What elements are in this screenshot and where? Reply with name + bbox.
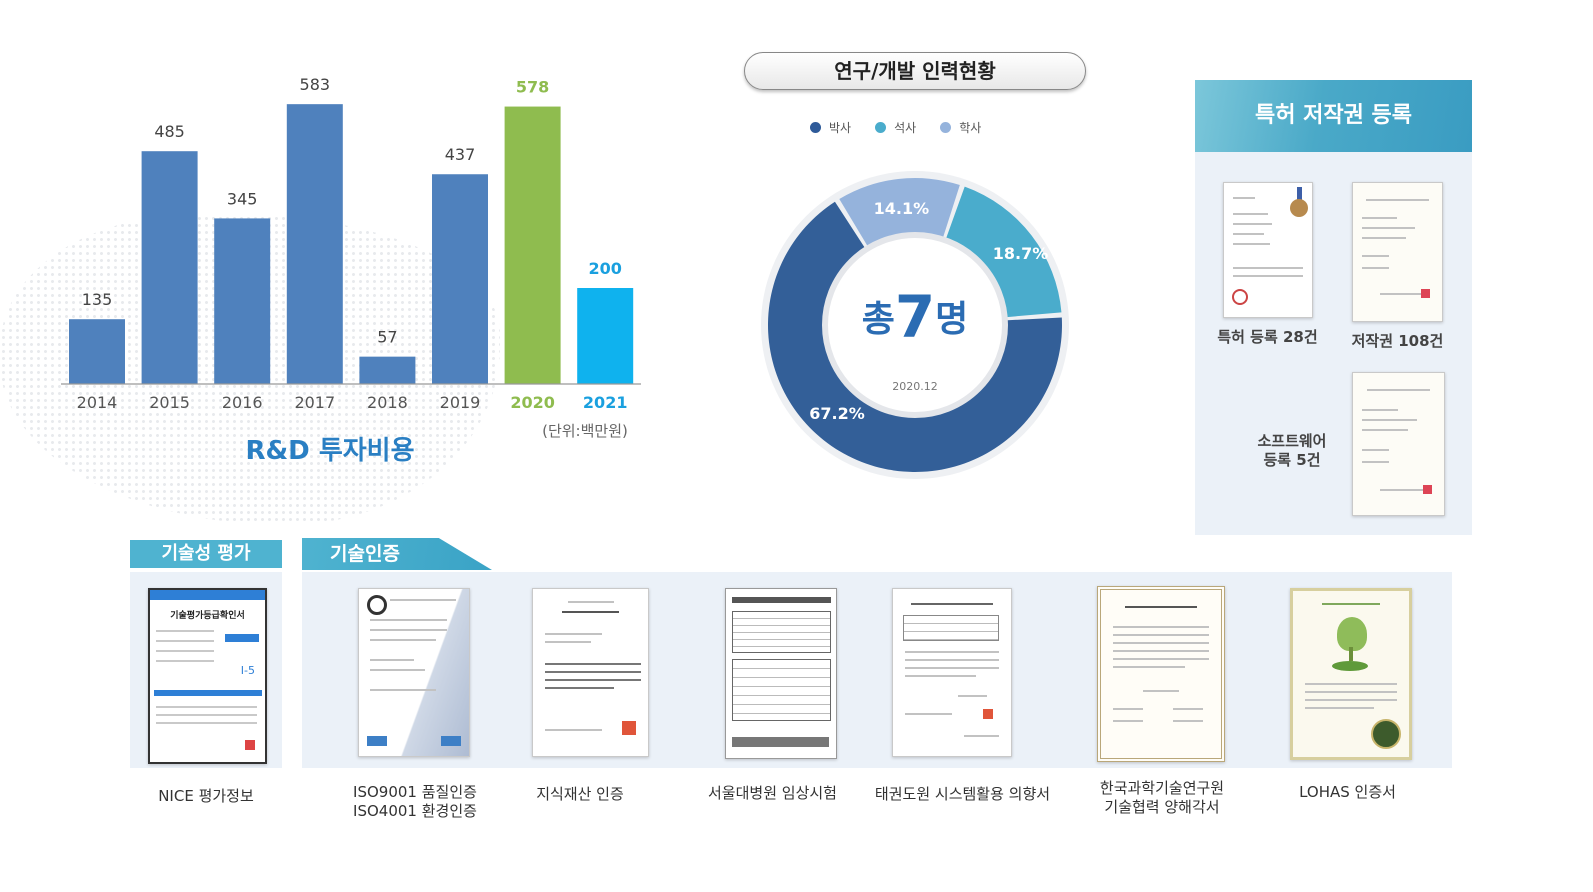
rnd-staff-donut-chart: 14.1% 18.7% 67.2%	[761, 171, 1069, 479]
legend-item-master: 석사	[875, 116, 916, 138]
snuh-label: 서울대병원 임상시험	[695, 784, 850, 803]
iso-label: ISO9001 품질인증 ISO4001 환경인증	[340, 783, 490, 821]
donut-date: 2020.12	[892, 380, 938, 393]
x-tick-label: 2019	[440, 393, 481, 412]
lohas-label-text: LOHAS 인증서	[1299, 783, 1396, 801]
tech-cert-tab: 기술인증	[302, 538, 492, 570]
donut-total-count: 총7명	[830, 283, 1000, 351]
legend-label: 박사	[829, 120, 852, 135]
bar-2018	[359, 356, 416, 384]
rd-unit-note: (단위:백만원)	[542, 422, 628, 440]
software-count-label: 소프트웨어 등록 5건	[1232, 432, 1352, 470]
donut-slice-label: 18.7%	[993, 244, 1049, 263]
x-tick-label: 2017	[294, 393, 335, 412]
rd-investment-title: R&D 투자비용	[245, 436, 415, 466]
nice-evaluation-label: NICE 평가정보	[130, 787, 282, 806]
kist-label-line1: 한국과학기술연구원	[1099, 779, 1225, 797]
tech-cert-panel	[302, 572, 1452, 768]
software-certificate-image	[1352, 372, 1445, 516]
lohas-label: LOHAS 인증서	[1275, 783, 1420, 802]
legend-item-bachelor: 학사	[940, 116, 981, 138]
donut-slice-학사	[839, 178, 960, 250]
bar-value-label: 135	[82, 290, 113, 309]
taekwondowon-label-text: 태권도원 시스템활용 의향서	[874, 785, 1051, 803]
bar-value-label: 583	[300, 75, 331, 94]
copyright-certificate-image	[1352, 182, 1443, 322]
ip-certificate-image	[532, 588, 649, 757]
x-tick-label: 2021	[583, 393, 628, 412]
kist-mou-image	[1097, 586, 1225, 762]
bar-2020	[504, 106, 561, 384]
kist-label: 한국과학기술연구원 기술협력 양해각서	[1082, 779, 1242, 817]
iso-certificate-image	[358, 588, 470, 757]
donut-slice-석사	[944, 186, 1062, 318]
legend-dot	[810, 121, 821, 133]
ip-label: 지식재산 인증	[510, 785, 650, 804]
bar-value-label: 345	[227, 189, 258, 208]
copyright-count-label: 저작권 108건	[1335, 332, 1460, 351]
taekwondowon-letter-image	[892, 588, 1012, 757]
total-number: 7	[894, 283, 936, 351]
bar-2014	[69, 319, 125, 384]
bar-value-label: 485	[154, 122, 185, 141]
rnd-staff-title: 연구/개발 인력현황	[744, 52, 1086, 90]
patent-certificate-image	[1223, 182, 1313, 318]
kist-label-line2: 기술협력 양해각서	[1104, 798, 1220, 816]
total-prefix: 총	[861, 299, 895, 340]
total-suffix: 명	[935, 299, 969, 340]
bar-2019	[432, 174, 488, 384]
bar-value-label: 57	[377, 328, 397, 347]
ip-label-text: 지식재산 인증	[536, 785, 624, 803]
legend-item-doctorate: 박사	[810, 116, 851, 138]
legend-dot	[940, 121, 952, 133]
donut-slice-label: 14.1%	[874, 199, 930, 218]
donut-slice-label: 67.2%	[809, 404, 865, 423]
tech-eval-tab: 기술성 평가	[130, 540, 282, 568]
legend-label: 석사	[894, 120, 917, 135]
nice-evaluation-image: 기술평가등급확인서 I-5	[148, 588, 267, 764]
bar-value-label: 437	[445, 145, 476, 164]
x-tick-label: 2014	[77, 393, 118, 412]
x-tick-label: 2015	[149, 393, 190, 412]
snuh-clinical-trial-image	[725, 588, 837, 759]
copyright-count-text: 저작권 108건	[1351, 332, 1444, 350]
x-tick-label: 2018	[367, 393, 408, 412]
lohas-certificate-image	[1290, 588, 1412, 760]
nice-grade: I-5	[240, 664, 255, 677]
legend-label: 학사	[959, 120, 982, 135]
bar-2015	[141, 151, 198, 384]
donut-legend: 박사 석사 학사	[810, 116, 1030, 138]
software-count-line1: 소프트웨어	[1257, 432, 1327, 450]
patent-count-text: 특허 등록 28건	[1217, 328, 1318, 346]
taekwondowon-label: 태권도원 시스템활용 의향서	[860, 785, 1065, 804]
donut-center-hole	[822, 232, 1008, 418]
nice-label-text: NICE 평가정보	[158, 787, 254, 805]
snuh-label-text: 서울대병원 임상시험	[708, 784, 837, 802]
software-count-line2: 등록 5건	[1263, 451, 1321, 469]
rd-investment-bar-chart: 135 2014 485 2015 345 2016 583 2017 57 2018 437 201…	[61, 75, 641, 412]
bar-2021	[577, 288, 634, 384]
bar-value-label: 200	[588, 259, 621, 278]
legend-dot	[875, 121, 887, 133]
patent-count-label: 특허 등록 28건	[1205, 328, 1330, 347]
x-tick-label: 2016	[222, 393, 263, 412]
iso-label-line2: ISO4001 환경인증	[353, 802, 477, 820]
nice-doc-title: 기술평가등급확인서	[170, 611, 245, 621]
bar-2016	[214, 218, 271, 384]
x-tick-label: 2020	[510, 393, 555, 412]
iso-label-line1: ISO9001 품질인증	[353, 783, 477, 801]
bar-2017	[286, 104, 343, 384]
bar-value-label: 578	[516, 78, 549, 97]
patent-header: 특허 저작권 등록	[1195, 80, 1472, 152]
